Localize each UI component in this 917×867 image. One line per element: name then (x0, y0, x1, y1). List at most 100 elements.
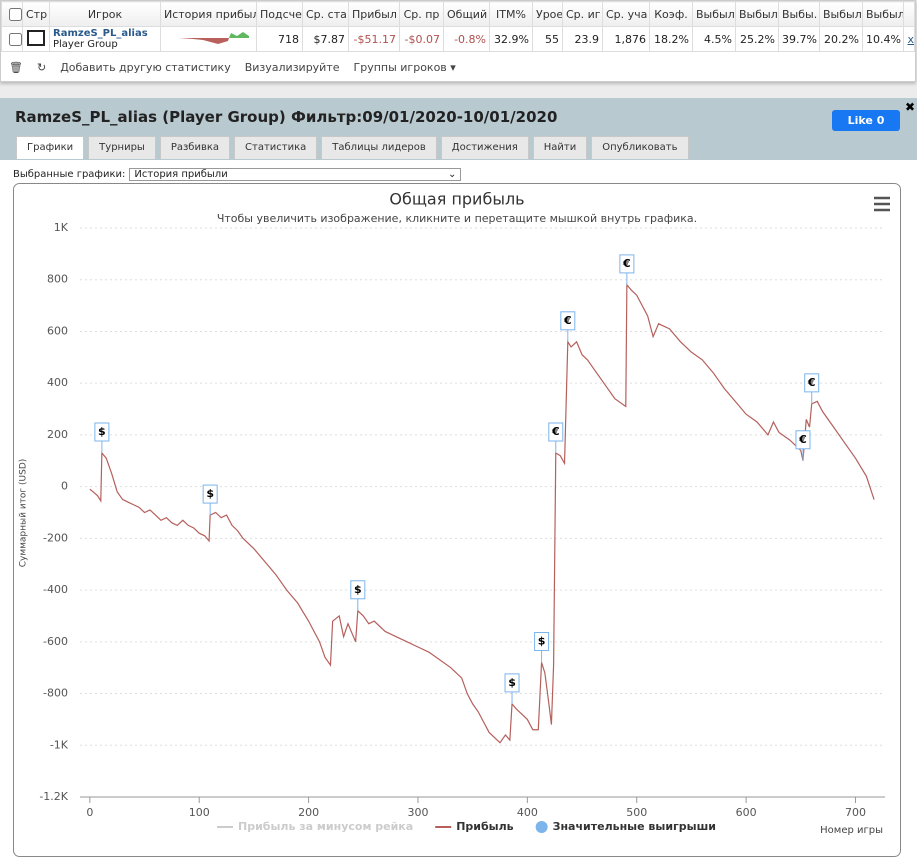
sparkline (179, 31, 249, 44)
column-header[interactable]: Ср. пр (399, 1, 444, 27)
column-header[interactable]: Выбыл (819, 1, 863, 27)
stats-table-panel: Стр Игрок История прибыл Подсче Ср. ста Прибы… (0, 0, 916, 82)
selector-value: История прибыли (134, 169, 228, 180)
header-spacer (903, 1, 915, 27)
legend-label[interactable]: Прибыль за минусом рейка (238, 820, 413, 833)
flag-label: € (551, 425, 560, 438)
flag (560, 311, 576, 331)
chart-selector: Выбранные графики: История прибыли ⌄ (13, 168, 462, 181)
tab[interactable]: Опубликовать (591, 136, 689, 159)
stat-cell: 1,876 (602, 26, 650, 52)
column-header[interactable]: История прибыл (160, 1, 257, 27)
column-header[interactable]: Общий (443, 1, 490, 27)
stat-cell: 39.7% (778, 26, 820, 52)
refresh-icon[interactable]: ↻ (36, 61, 47, 74)
stat-cell: 25.2% (735, 26, 779, 52)
column-header[interactable]: Ср. ста (302, 1, 349, 27)
remove-row[interactable]: x (903, 26, 915, 52)
y-tick-label: -400 (43, 583, 68, 596)
x-tick-label: 600 (736, 806, 757, 819)
stat-cell: 718 (256, 26, 303, 52)
y-tick-label: 200 (47, 428, 68, 441)
tab[interactable]: Разбивка (159, 136, 231, 159)
tab[interactable]: Турниры (88, 136, 156, 159)
select-all[interactable] (9, 7, 22, 21)
flag (504, 673, 520, 693)
flag-label: € (798, 433, 807, 446)
tab[interactable]: Найти (532, 136, 588, 159)
sparkline-cell (160, 26, 257, 52)
stat-cell: 10.4% (862, 26, 904, 52)
select-all-cell (1, 1, 23, 27)
player-groups-label: Группы игроков (353, 61, 447, 74)
delete-icon[interactable]: 🗑 (9, 61, 23, 74)
column-header[interactable]: Прибыл (348, 1, 400, 27)
flag-label: $ (538, 635, 546, 648)
x-tick-label: 100 (189, 806, 210, 819)
x-tick-label: 0 (86, 806, 93, 819)
legend-label[interactable]: Значительные выигрыши (553, 820, 716, 833)
x-tick-label: 400 (517, 806, 538, 819)
stat-cell: 4.5% (692, 26, 736, 52)
selector-box[interactable]: История прибыли ⌄ (129, 168, 462, 181)
player-group: Player Group (53, 39, 118, 50)
stat-cell: 23.9 (562, 26, 603, 52)
flag-label: $ (508, 676, 516, 689)
y-tick-label: -600 (43, 635, 68, 648)
column-header[interactable]: Игрок (49, 1, 161, 27)
chart-subtitle: Чтобы увеличить изображение, кликните и … (217, 212, 697, 225)
y-tick-label: -1.2K (39, 790, 68, 803)
like-button[interactable]: Like 0 (832, 110, 900, 131)
column-header[interactable]: ITM% (489, 1, 533, 27)
flag (795, 430, 811, 450)
column-header[interactable]: Ср. иг (562, 1, 603, 27)
column-header[interactable]: Выбы. (778, 1, 820, 27)
dropdown-arrow: ⌄ (448, 169, 457, 180)
y-axis-label: Суммарный итог (USD) (19, 459, 29, 568)
x-tick-label: 500 (626, 806, 647, 819)
stat-cell: -0.8% (443, 26, 490, 52)
tab[interactable]: Статистика (234, 136, 318, 159)
profit-line (89, 283, 875, 744)
column-header[interactable]: Выбыл (692, 1, 736, 27)
legend-label[interactable]: Прибыль (456, 820, 513, 833)
y-tick-label: -1K (50, 738, 69, 751)
stat-cell: $7.87 (302, 26, 349, 52)
row-select-cell (1, 26, 23, 52)
column-header[interactable]: Ср. уча (602, 1, 650, 27)
chart-frame (13, 183, 901, 857)
flag (350, 580, 366, 600)
stat-cell: -$51.17 (348, 26, 400, 52)
row-icon[interactable] (27, 29, 45, 46)
stat-cell: -$0.07 (399, 26, 444, 52)
toolbar: 🗑 ↻ Добавить другую статистику Визуализи… (9, 61, 456, 74)
flag (548, 422, 564, 442)
y-tick-label: 600 (47, 324, 68, 337)
x-tick-label: 700 (845, 806, 866, 819)
tab[interactable]: Графики (16, 136, 85, 159)
player-groups[interactable]: Группы игроков ▾ (353, 61, 456, 74)
column-header[interactable]: Подсче (256, 1, 303, 27)
y-tick-label: -200 (43, 531, 68, 544)
row-select[interactable] (9, 32, 22, 46)
y-tick-label: 1K (54, 221, 69, 234)
tab[interactable]: Достижения (440, 136, 529, 159)
close-button[interactable]: ✖ (905, 100, 916, 114)
stat-cell: 20.2% (819, 26, 863, 52)
stat-cell: 18.2% (649, 26, 693, 52)
column-header[interactable]: Урое (532, 1, 563, 27)
column-header[interactable]: Стр (22, 1, 50, 27)
player-name[interactable]: RamzeS_PL_alias (53, 28, 148, 39)
flag (804, 373, 820, 393)
y-tick-label: 400 (47, 376, 68, 389)
x-tick-label: 300 (407, 806, 428, 819)
tab[interactable]: Таблицы лидеров (321, 136, 437, 159)
flag-label: $ (206, 487, 214, 500)
add-stat[interactable]: Добавить другую статистику (60, 61, 231, 74)
menu-icon[interactable] (874, 196, 890, 212)
visualize[interactable]: Визуализируйте (244, 61, 340, 74)
column-header[interactable]: Коэф. (649, 1, 693, 27)
column-header[interactable]: Выбыл (735, 1, 779, 27)
column-header[interactable]: Выбыл (862, 1, 904, 27)
